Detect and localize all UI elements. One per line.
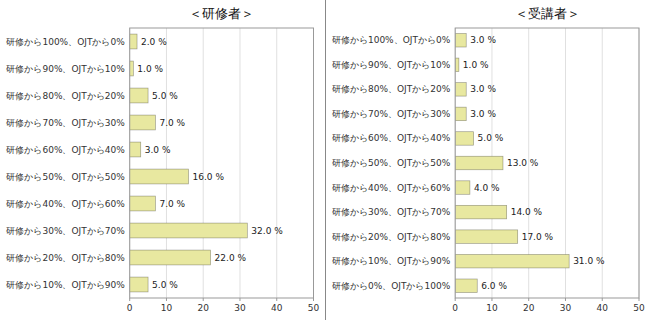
category-label: 研修から70%、OJTから30% bbox=[6, 118, 125, 128]
tick-label: 50 bbox=[308, 303, 320, 313]
bar bbox=[130, 61, 134, 76]
category-label: 研修から90%、OJTから10% bbox=[6, 64, 125, 74]
tick-mark bbox=[565, 298, 566, 301]
bar bbox=[455, 181, 470, 195]
data-label: 17.0 % bbox=[522, 232, 554, 242]
chart-title: ＜研修者＞ bbox=[189, 6, 254, 21]
data-label: 6.0 % bbox=[481, 281, 507, 291]
bar bbox=[455, 58, 459, 71]
bar bbox=[130, 115, 156, 130]
panel: 研修から100%、OJTから0% 研修から90%、OJTから10% 研修から80%、… bbox=[332, 6, 645, 313]
bar bbox=[455, 230, 517, 244]
tick-mark bbox=[313, 298, 314, 301]
bar bbox=[130, 277, 148, 292]
data-label: 14.0 % bbox=[511, 207, 543, 217]
category-label: 研修から70%、OJTから30% bbox=[332, 109, 451, 119]
bar bbox=[455, 205, 506, 219]
data-label: 5.0 % bbox=[478, 133, 504, 143]
category-label: 研修から50%、OJTから50% bbox=[6, 172, 125, 182]
bar bbox=[455, 279, 477, 293]
category-label: 研修から100%、OJTから0% bbox=[6, 37, 125, 47]
category-label: 研修から80%、OJTから20% bbox=[332, 84, 451, 94]
tick-mark bbox=[639, 298, 640, 301]
tick-mark bbox=[203, 298, 204, 301]
chart-title: ＜受講者＞ bbox=[515, 6, 580, 21]
bar bbox=[455, 34, 466, 48]
category-label: 研修から40%、OJTから60% bbox=[6, 199, 125, 209]
tick-mark bbox=[491, 298, 492, 301]
tick-mark bbox=[602, 298, 603, 301]
tick-label: 50 bbox=[633, 303, 645, 313]
category-label: 研修から10%、OJTから90% bbox=[332, 256, 451, 266]
tick-label: 30 bbox=[560, 303, 572, 313]
bar bbox=[130, 223, 248, 238]
plot-frame bbox=[455, 28, 639, 298]
category-label: 研修から20%、OJTから80% bbox=[6, 253, 125, 263]
bar bbox=[455, 107, 466, 121]
data-label: 3.0 % bbox=[470, 84, 496, 94]
tick-mark bbox=[239, 298, 240, 301]
bar bbox=[130, 142, 141, 157]
grid-line bbox=[276, 28, 277, 298]
category-label: 研修から60%、OJTから40% bbox=[6, 145, 125, 155]
category-label: 研修から40%、OJTから60% bbox=[332, 183, 451, 193]
data-label: 4.0 % bbox=[474, 183, 500, 193]
chart-root: 研修から100%、OJTから0% 研修から90%、OJTから10% 研修から80%、… bbox=[0, 0, 651, 320]
data-label: 3.0 % bbox=[470, 109, 496, 119]
tick-label: 30 bbox=[234, 303, 246, 313]
bar bbox=[455, 83, 466, 97]
bar bbox=[455, 254, 569, 268]
bar bbox=[130, 250, 211, 265]
category-label: 研修から90%、OJTから10% bbox=[332, 60, 451, 70]
category-label: 研修から100%、OJTから0% bbox=[332, 35, 451, 45]
tick-label: 20 bbox=[523, 303, 535, 313]
panel-divider bbox=[325, 0, 326, 320]
tick-mark bbox=[276, 298, 277, 301]
category-label: 研修から30%、OJTから70% bbox=[6, 226, 125, 236]
bar bbox=[455, 156, 503, 170]
tick-mark bbox=[528, 298, 529, 301]
data-label: 7.0 % bbox=[159, 118, 185, 128]
category-label: 研修から10%、OJTから90% bbox=[6, 280, 125, 290]
bar bbox=[130, 34, 137, 49]
tick-label: 40 bbox=[597, 303, 609, 313]
category-label: 研修から60%、OJTから40% bbox=[332, 133, 451, 143]
tick-mark bbox=[455, 298, 456, 301]
tick-label: 40 bbox=[271, 303, 283, 313]
category-label: 研修から30%、OJTから70% bbox=[332, 207, 451, 217]
data-label: 3.0 % bbox=[145, 145, 171, 155]
bars bbox=[455, 34, 569, 293]
tick-label: 20 bbox=[197, 303, 209, 313]
category-label: 研修から80%、OJTから20% bbox=[6, 91, 125, 101]
data-label: 1.0 % bbox=[137, 64, 163, 74]
bar bbox=[130, 196, 156, 211]
tick-label: 10 bbox=[486, 303, 498, 313]
category-label: 研修から50%、OJTから50% bbox=[332, 158, 451, 168]
data-label: 3.0 % bbox=[470, 35, 496, 45]
tick-mark bbox=[166, 298, 167, 301]
tick-label: 0 bbox=[127, 303, 133, 313]
category-label: 研修から20%、OJTから80% bbox=[332, 232, 451, 242]
bar bbox=[130, 88, 148, 103]
tick-label: 0 bbox=[452, 303, 458, 313]
category-label: 研修から0%、OJTから100% bbox=[332, 281, 451, 291]
panel: 研修から100%、OJTから0% 研修から90%、OJTから10% 研修から80%、… bbox=[6, 6, 319, 313]
data-label: 13.0 % bbox=[507, 158, 539, 168]
data-label: 22.0 % bbox=[215, 253, 247, 263]
plot-frame bbox=[130, 28, 314, 298]
tick-label: 10 bbox=[161, 303, 173, 313]
data-label: 5.0 % bbox=[152, 280, 178, 290]
data-label: 31.0 % bbox=[573, 256, 605, 266]
data-label: 16.0 % bbox=[193, 172, 225, 182]
bar bbox=[130, 169, 189, 184]
data-label: 5.0 % bbox=[152, 91, 178, 101]
data-label: 2.0 % bbox=[141, 37, 167, 47]
tick-mark bbox=[129, 298, 130, 301]
bars bbox=[130, 34, 248, 292]
data-label: 7.0 % bbox=[159, 199, 185, 209]
bar bbox=[455, 132, 473, 146]
data-label: 1.0 % bbox=[463, 60, 489, 70]
data-label: 32.0 % bbox=[251, 226, 283, 236]
